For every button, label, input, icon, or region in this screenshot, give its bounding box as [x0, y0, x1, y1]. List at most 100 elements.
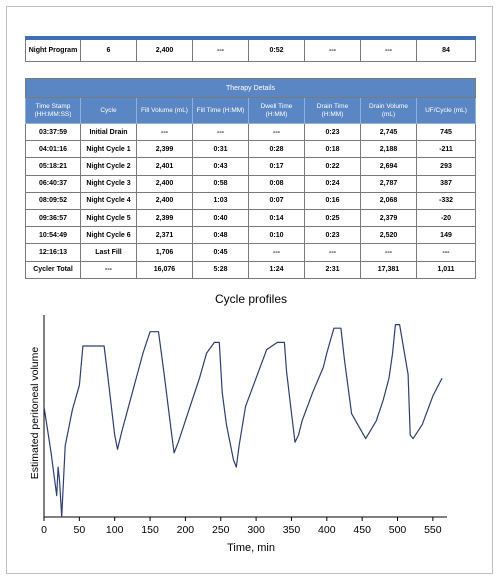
table-cell: -20	[415, 208, 477, 228]
therapy-details-title-row: Therapy Details	[24, 78, 477, 98]
axes: 0 50 100 150 200 250 300 350 400 450 500 550	[41, 315, 447, 536]
table-cell: 2,379	[360, 208, 417, 228]
table-cell: Night Cycle 3	[80, 174, 137, 193]
table-cell: 2,787	[360, 174, 417, 193]
series-group	[43, 324, 443, 518]
table-cell: 0:45	[192, 243, 249, 262]
table-row: 12:16:13 Last Fill 1,706 0:45 --- --- --- ---	[25, 243, 477, 262]
table-cell: 2,371	[136, 226, 193, 245]
table-row: 04:01:16 Night Cycle 1 2,399 0:31 0:28 0:18 2,…	[25, 140, 477, 159]
summary-cell: 0:52	[248, 37, 305, 62]
table-cell: ---	[304, 243, 361, 262]
table-cell: ---	[80, 260, 137, 279]
table-cell: 0:23	[304, 122, 361, 142]
table-cell: 1:03	[192, 191, 249, 210]
table-cell: 293	[415, 157, 477, 176]
y-axis-label: Estimated peritoneal volume	[29, 347, 41, 480]
table-header-row: Time Stamp (HH:MM:SS) Cycle Fill Volume …	[25, 97, 477, 124]
table-cell: Night Cycle 2	[80, 157, 137, 176]
table-row: 03:37:59 Initial Drain --- --- --- 0:23 2,745 7…	[25, 122, 477, 142]
x-tick-label: 50	[74, 524, 86, 536]
table-cell: 2,400	[136, 191, 193, 210]
column-header: Drain Time (H:MM)	[304, 97, 361, 124]
table-cell: ---	[248, 122, 305, 142]
table-cell: 1,706	[136, 243, 193, 262]
table-cell: 0:24	[304, 174, 361, 193]
table-cell: 0:14	[248, 208, 305, 228]
table-cell: 2,068	[360, 191, 417, 210]
table-cell: 0:25	[304, 208, 361, 228]
table-cell: 149	[415, 226, 477, 245]
table-body: 03:37:59 Initial Drain --- --- --- 0:23 2,745 7…	[25, 122, 477, 279]
x-tick-label: 150	[141, 524, 159, 536]
table-cell: 06:40:37	[25, 174, 81, 193]
summary-row: Night Program 6 2,400 --- 0:52 --- --- 8…	[25, 37, 476, 62]
table-cell: 0:48	[192, 226, 249, 245]
x-tick-label: 350	[283, 524, 301, 536]
table-cell: ---	[136, 122, 193, 142]
table-cell: Night Cycle 6	[80, 226, 137, 245]
night-program-summary-table: Night Program 6 2,400 --- 0:52 --- --- 8…	[25, 36, 476, 62]
column-header: Time Stamp (HH:MM:SS)	[25, 97, 81, 124]
table-cell: ---	[415, 243, 477, 262]
table-row: 08:09:52 Night Cycle 4 2,400 1:03 0:07 0:16 2,…	[25, 191, 477, 210]
table-cell: 2,745	[360, 122, 417, 142]
table-cell: 08:09:52	[25, 191, 81, 210]
table-row: 10:54:49 Night Cycle 6 2,371 0:48 0:10 0:23 2,…	[25, 226, 477, 245]
table-cell: Initial Drain	[80, 122, 137, 142]
table-cell: 0:31	[192, 140, 249, 159]
table-cell: ---	[360, 243, 417, 262]
x-tick-label: 500	[389, 524, 407, 536]
series-line	[43, 324, 443, 518]
table-row: 05:18:21 Night Cycle 2 2,401 0:43 0:17 0:22 2,…	[25, 157, 477, 176]
summary-cell: 2,400	[136, 37, 193, 62]
table-cell: 2,401	[136, 157, 193, 176]
table-cell: Night Cycle 5	[80, 208, 137, 228]
table-cell: Night Cycle 1	[80, 140, 137, 159]
column-header: Fill Time (H:MM)	[192, 97, 249, 124]
table-cell: 0:17	[248, 157, 305, 176]
table-cell: 0:08	[248, 174, 305, 193]
summary-cell: ---	[192, 37, 249, 62]
table-cell: 0:40	[192, 208, 249, 228]
summary-cell: 84	[416, 37, 476, 62]
column-header: Drain Volume (mL)	[360, 97, 417, 124]
table-cell: 04:01:16	[25, 140, 81, 159]
therapy-details-table: Therapy Details Time Stamp (HH:MM:SS) Cy…	[24, 78, 477, 279]
column-header: Dwell Time (H:MM)	[248, 97, 305, 124]
table-cell: 16,076	[136, 260, 193, 279]
table-cell: 2,188	[360, 140, 417, 159]
table-cell: ---	[248, 243, 305, 262]
x-tick-label: 450	[353, 524, 371, 536]
table-title: Therapy Details	[24, 78, 477, 98]
x-tick-label: 250	[212, 524, 230, 536]
table-cell: -332	[415, 191, 477, 210]
column-header: UF/Cycle (mL)	[415, 97, 477, 124]
table-row: 06:40:37 Night Cycle 3 2,400 0:58 0:08 0:24 2,…	[25, 174, 477, 193]
table-row: 09:36:57 Night Cycle 5 2,399 0:40 0:14 0:25 2,…	[25, 208, 477, 228]
table-cell: 17,381	[360, 260, 417, 279]
table-cell: 0:07	[248, 191, 305, 210]
table-cell: 0:22	[304, 157, 361, 176]
column-header: Cycle	[80, 97, 137, 124]
table-cell: 5:28	[192, 260, 249, 279]
x-axis-label: Time, min	[227, 542, 275, 554]
x-tick-label: 550	[424, 524, 442, 536]
table-cell: 12:16:13	[25, 243, 81, 262]
table-cell: 745	[415, 122, 477, 142]
table-cell: 1,011	[415, 260, 477, 279]
x-tick-label: 200	[177, 524, 195, 536]
table-cell: 2,520	[360, 226, 417, 245]
table-cell: Night Cycle 4	[80, 191, 137, 210]
table-cell: 0:58	[192, 174, 249, 193]
table-cell: 0:28	[248, 140, 305, 159]
table-cell: 0:43	[192, 157, 249, 176]
table-cell: 09:36:57	[25, 208, 81, 228]
table-cell: 387	[415, 174, 477, 193]
table-cell: -211	[415, 140, 477, 159]
table-cell: 2,399	[136, 208, 193, 228]
table-cell: 10:54:49	[25, 226, 81, 245]
table-cell: 2,400	[136, 174, 193, 193]
table-cell: Last Fill	[80, 243, 137, 262]
table-cell: 0:18	[304, 140, 361, 159]
